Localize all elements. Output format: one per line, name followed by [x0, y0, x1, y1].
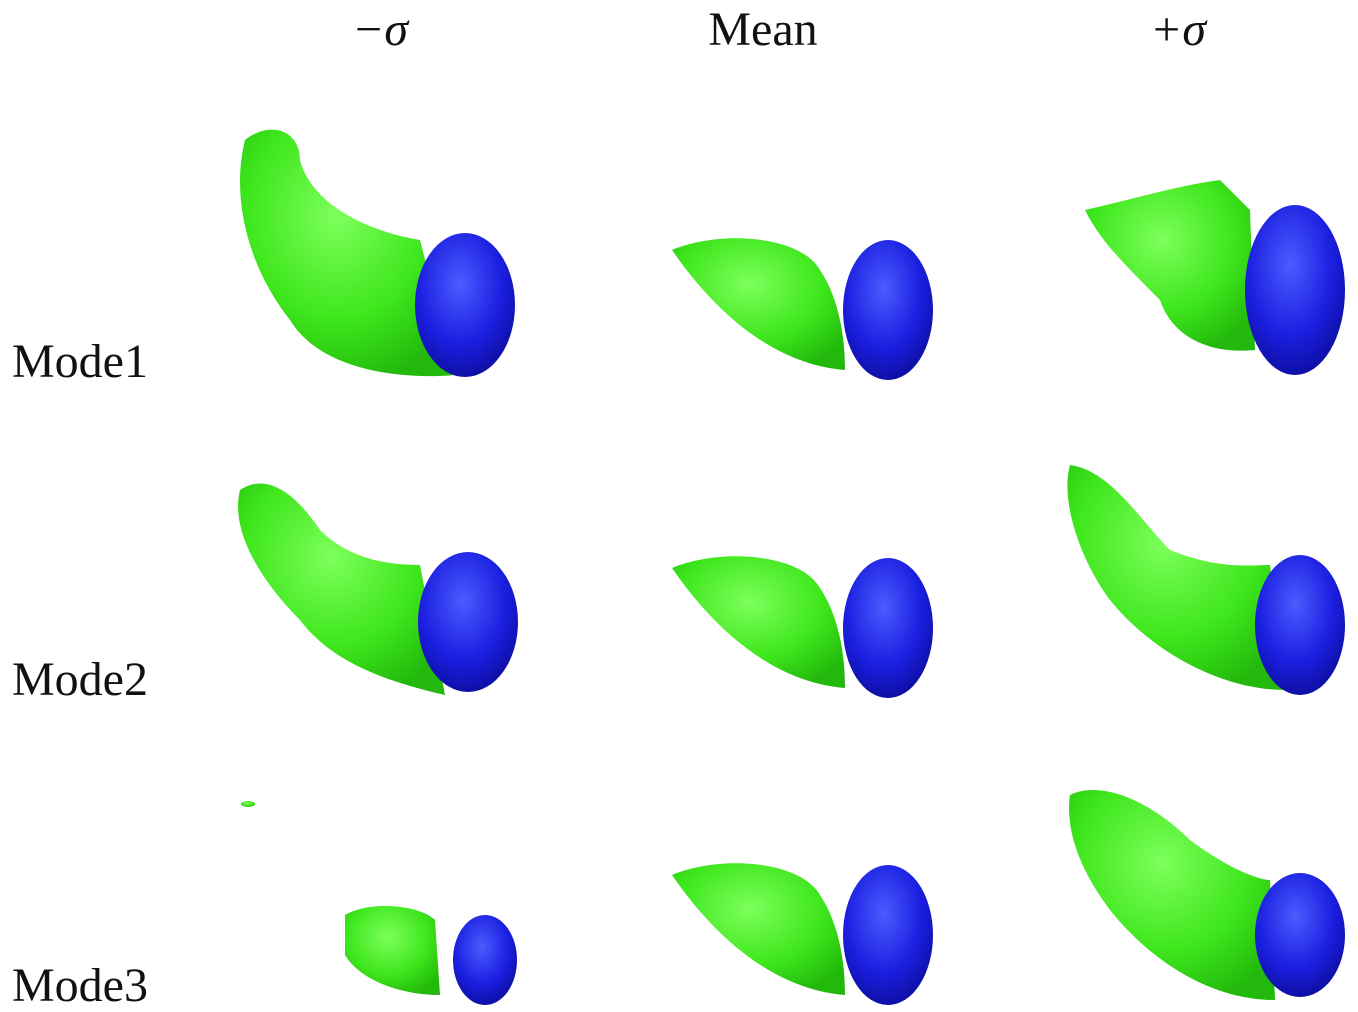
shape-render — [238, 484, 518, 695]
shape-render — [672, 556, 933, 698]
shape-render — [1067, 465, 1345, 695]
shape-render — [1069, 790, 1345, 1000]
column-header: +σ — [1150, 3, 1208, 56]
shape-render — [672, 238, 933, 380]
page: −σ Mean +σ Mode1 Mode2 Mode3 (() => { co… — [0, 0, 1358, 1012]
row-label: Mode3 — [12, 959, 148, 1012]
column-header: Mean — [708, 3, 817, 56]
row-label: Mode2 — [12, 653, 148, 706]
column-header: −σ — [352, 3, 410, 56]
shape-render — [1085, 180, 1345, 375]
shape-render — [240, 130, 515, 377]
shape-render — [672, 863, 933, 1005]
shape-render — [241, 801, 517, 1005]
row-label: Mode1 — [12, 335, 148, 388]
figure: −σ Mean +σ Mode1 Mode2 Mode3 — [0, 0, 1358, 1012]
